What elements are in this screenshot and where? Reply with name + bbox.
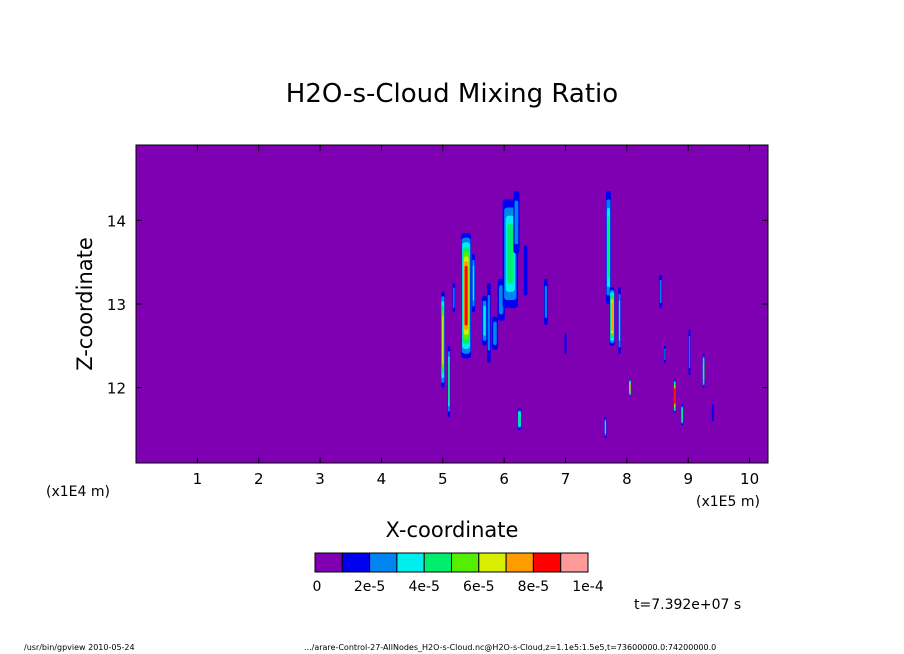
cloud-feature-18-level-3 [604,421,606,434]
cloud-field [440,191,714,438]
cloud-feature-22-level-8 [674,388,676,405]
colorbar-labels: 0 2e-5 4e-5 6e-5 8e-5 1e-4 [313,579,604,595]
cloud-feature-23-level-4 [681,409,683,421]
cloud-feature-12-level-4 [518,413,521,425]
colorbar-swatch-0 [314,552,343,573]
cloud-feature-6-level-2 [487,295,490,351]
cloud-feature-14-level-1 [564,333,567,355]
x-tick-label: 6 [499,470,509,488]
cloud-feature-16-level-7 [611,302,613,331]
x-scale-right: (x1E5 m) [696,494,760,510]
colorbar-label: 8e-5 [518,579,549,595]
y-axis-ticks: 12 13 14 [107,212,768,398]
colorbar-swatch-9 [560,552,589,573]
x-axis-ticks: 1 2 3 4 5 6 7 8 9 10 [193,145,759,488]
x-tick-label: 7 [561,470,571,488]
y-tick-label: 12 [107,380,126,398]
cloud-feature-4-level-3 [472,265,475,301]
x-tick-label: 3 [315,470,325,488]
cloud-feature-3-level-8 [464,265,468,326]
x-tick-label: 9 [683,470,693,488]
cloud-feature-0-level-6 [442,315,444,364]
x-tick-label: 1 [193,470,203,488]
cloud-feature-9-level-4 [507,223,514,284]
cloud-feature-26-level-1 [711,404,714,422]
colorbar-label: 6e-5 [463,579,494,595]
cloud-feature-7-level-2 [493,321,497,346]
cloud-feature-17-level-3 [618,300,621,341]
colorbar-swatch-2 [369,552,398,573]
x-tick-label: 2 [254,470,264,488]
x-tick-label: 4 [377,470,387,488]
cloud-feature-8-level-2 [498,285,504,315]
footer-left-text: /usr/bin/gpview 2010-05-24 [24,643,135,652]
colorbar-swatch-4 [423,552,453,573]
colorbar-swatch-1 [341,552,371,573]
colorbar-label: 4e-5 [408,579,439,595]
chart-title: H2O-s-Cloud Mixing Ratio [286,79,618,109]
colorbar-label: 0 [313,579,322,595]
x-tick-label: 10 [740,470,759,488]
time-label: t=7.392e+07 s [634,597,741,613]
cloud-feature-24-level-2 [688,336,691,369]
colorbar-swatch-7 [505,552,534,573]
footer-right-text: .../arare-Control-27-AllNodes_H2O-s-Clou… [304,643,717,652]
cloud-feature-20-level-2 [659,279,662,304]
cloud-feature-15-level-4 [607,216,610,279]
colorbar [314,552,589,573]
x-tick-label: 8 [622,470,632,488]
y-tick-label: 13 [107,296,126,314]
cloud-feature-1-level-4 [448,361,450,401]
x-axis-title: X-coordinate [386,518,519,542]
colorbar-swatch-6 [478,552,507,573]
cloud-feature-25-level-5 [702,362,705,380]
colorbar-label: 2e-5 [354,579,385,595]
colorbar-label: 1e-4 [572,579,604,595]
x-scale-left: (x1E4 m) [46,484,110,500]
y-tick-label: 14 [107,212,126,230]
plot-background [136,145,768,463]
cloud-feature-13-level-2 [544,285,547,319]
cloud-feature-2-level-2 [453,287,455,308]
colorbar-swatch-5 [451,552,480,573]
y-axis-title: Z-coordinate [73,237,97,371]
colorbar-swatch-8 [532,552,562,573]
cloud-feature-19-level-7 [629,383,631,392]
x-tick-label: 5 [438,470,448,488]
cloud-feature-11-level-1 [523,245,528,296]
cloud-feature-10-level-2 [514,200,519,245]
cloud-feature-21-level-2 [664,348,666,361]
cloud-feature-5-level-3 [483,305,486,336]
colorbar-swatch-3 [396,552,425,573]
